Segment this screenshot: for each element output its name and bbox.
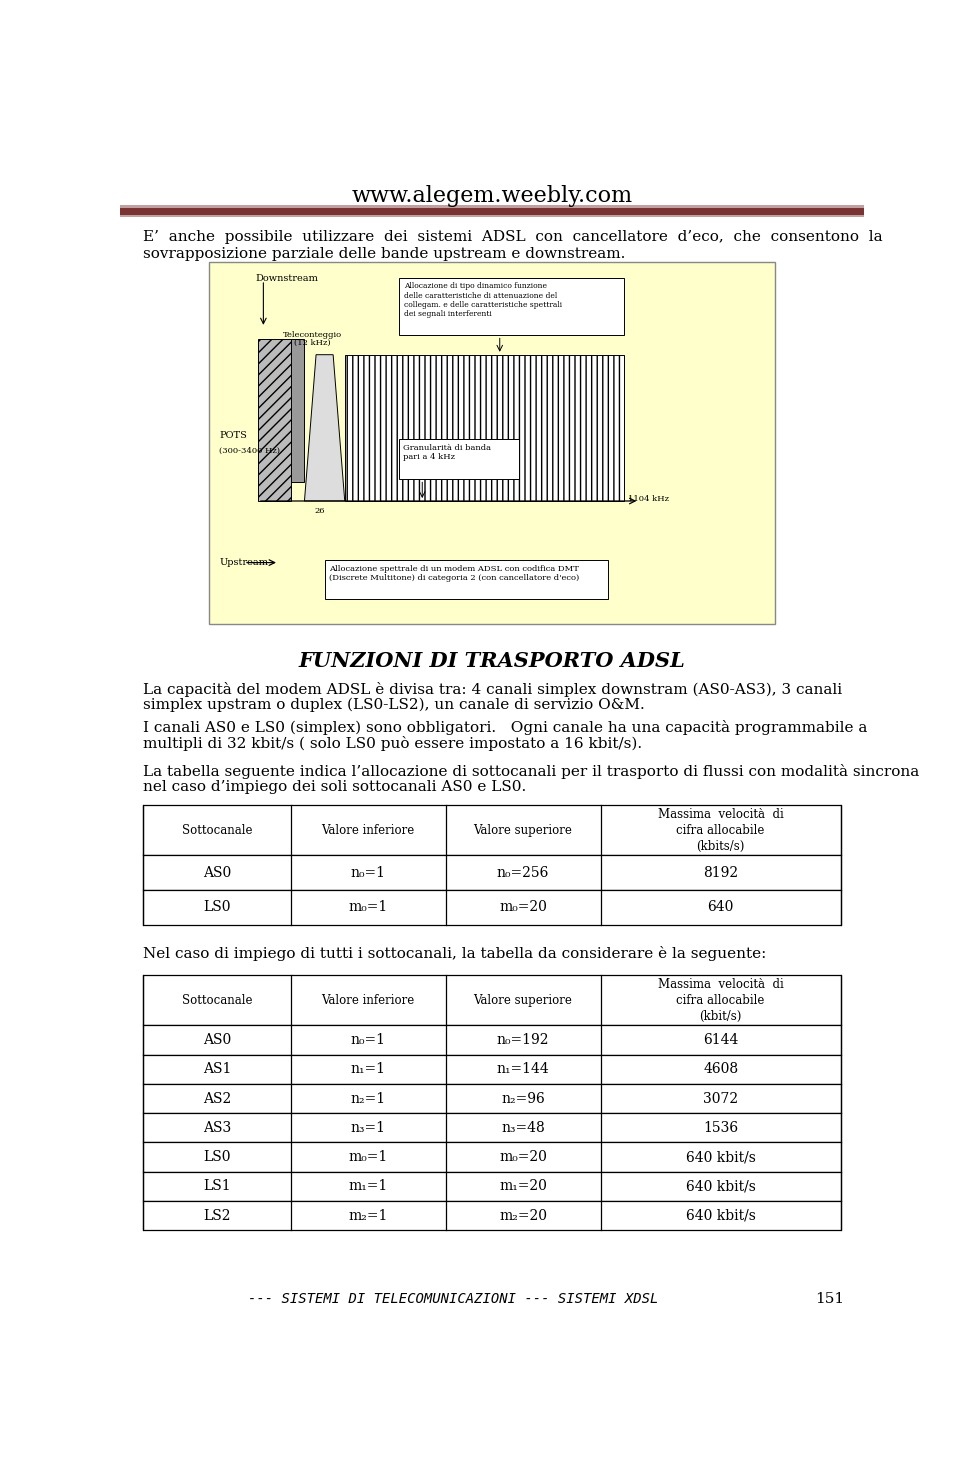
Text: m₁=1: m₁=1 [348,1180,388,1193]
Text: POTS: POTS [219,431,247,440]
Bar [143,1172,841,1200]
Text: m₂=20: m₂=20 [499,1209,547,1222]
Bar [258,339,291,502]
Bar [143,855,841,889]
Text: AS0: AS0 [203,866,231,879]
Text: simplex upstram o duplex (LS0-LS2), un canale di servizio O&M.: simplex upstram o duplex (LS0-LS2), un c… [143,697,645,712]
Text: Granularità di banda
pari a 4 kHz: Granularità di banda pari a 4 kHz [403,444,491,462]
Bar [143,1055,841,1083]
Text: (300-3400 Hz): (300-3400 Hz) [219,447,280,454]
Bar [143,1026,841,1055]
Polygon shape [345,355,624,502]
Text: Teleconteggio: Teleconteggio [282,332,342,339]
Bar [209,262,775,625]
Text: La capacità del modem ADSL è divisa tra: 4 canali simplex downstram (AS0-AS3), 3: La capacità del modem ADSL è divisa tra:… [143,682,842,697]
Bar [143,1083,841,1113]
Text: n₂=1: n₂=1 [350,1092,386,1106]
Text: 640 kbit/s: 640 kbit/s [685,1209,756,1222]
Text: AS1: AS1 [203,1063,231,1076]
Text: Massima  velocità  di
cifra allocabile
(kbits/s): Massima velocità di cifra allocabile (kb… [658,808,783,852]
Text: LS1: LS1 [204,1180,230,1193]
Text: (12 kHz): (12 kHz) [294,339,330,348]
Text: m₀=1: m₀=1 [348,900,388,915]
Bar [120,206,864,209]
Text: multipli di 32 kbit/s ( solo LS0 può essere impostato a 16 kbit/s).: multipli di 32 kbit/s ( solo LS0 può ess… [143,736,642,750]
Text: m₀=20: m₀=20 [499,900,547,915]
Text: E’  anche  possibile  utilizzare  dei  sistemi  ADSL  con  cancellatore  d’eco, : E’ anche possibile utilizzare dei sistem… [143,229,883,244]
Text: nel caso d’impiego dei soli sottocanali AS0 e LS0.: nel caso d’impiego dei soli sottocanali … [143,780,526,793]
Text: Valore superiore: Valore superiore [473,995,572,1006]
Bar [120,215,864,218]
Text: 640 kbit/s: 640 kbit/s [685,1180,756,1193]
Bar [143,975,841,1026]
Text: LS2: LS2 [204,1209,230,1222]
Bar [399,440,519,480]
Text: 640: 640 [708,900,733,915]
Text: 6144: 6144 [703,1033,738,1046]
Text: 1536: 1536 [703,1120,738,1135]
Text: n₃=1: n₃=1 [350,1120,386,1135]
Text: n₃=48: n₃=48 [501,1120,545,1135]
Text: AS3: AS3 [203,1120,231,1135]
Text: Downstream: Downstream [255,274,319,283]
Text: m₀=1: m₀=1 [348,1150,388,1165]
Text: m₂=1: m₂=1 [348,1209,388,1222]
Text: LS0: LS0 [204,900,230,915]
Text: n₁=144: n₁=144 [496,1063,549,1076]
Bar [291,339,304,482]
Text: La tabella seguente indica l’allocazione di sottocanali per il trasporto di flus: La tabella seguente indica l’allocazione… [143,764,920,780]
Bar [143,1200,841,1230]
Text: Valore inferiore: Valore inferiore [322,995,415,1006]
Bar [143,1143,841,1172]
Text: www.alegem.weebly.com: www.alegem.weebly.com [351,185,633,207]
Text: Valore superiore: Valore superiore [473,824,572,836]
Text: n₀=256: n₀=256 [497,866,549,879]
Bar [143,889,841,925]
Text: Valore inferiore: Valore inferiore [322,824,415,836]
Text: Allocazione di tipo dinamico funzione
delle caratteristiche di attenuazione del
: Allocazione di tipo dinamico funzione de… [403,283,562,318]
Text: n₂=96: n₂=96 [501,1092,545,1106]
Text: AS2: AS2 [203,1092,231,1106]
Text: m₁=20: m₁=20 [499,1180,547,1193]
Text: n₀=192: n₀=192 [496,1033,549,1046]
Text: 640 kbit/s: 640 kbit/s [685,1150,756,1165]
Text: Sottocanale: Sottocanale [181,824,252,836]
Text: 151: 151 [815,1292,845,1305]
Text: FUNZIONI DI TRASPORTO ADSL: FUNZIONI DI TRASPORTO ADSL [299,651,685,670]
Text: Upstream: Upstream [219,558,268,567]
Text: Sottocanale: Sottocanale [181,995,252,1006]
Text: I canali AS0 e LS0 (simplex) sono obbligatori.   Ogni canale ha una capacità pro: I canali AS0 e LS0 (simplex) sono obblig… [143,721,868,736]
Text: Nel caso di impiego di tutti i sottocanali, la tabella da considerare è la segue: Nel caso di impiego di tutti i sottocana… [143,946,767,961]
Text: n₀=1: n₀=1 [350,1033,386,1046]
Text: 1104 kHz: 1104 kHz [628,496,668,503]
Text: sovrapposizione parziale delle bande upstream e downstream.: sovrapposizione parziale delle bande ups… [143,247,626,260]
Text: 3072: 3072 [703,1092,738,1106]
Text: --- SISTEMI DI TELECOMUNICAZIONI --- SISTEMI XDSL: --- SISTEMI DI TELECOMUNICAZIONI --- SIS… [248,1292,659,1305]
Text: AS0: AS0 [203,1033,231,1046]
Text: 8192: 8192 [703,866,738,879]
Text: m₀=20: m₀=20 [499,1150,547,1165]
Text: n₁=1: n₁=1 [350,1063,386,1076]
Text: n₀=1: n₀=1 [350,866,386,879]
Bar [325,561,609,599]
Text: 26: 26 [315,508,325,515]
Bar [120,209,864,215]
Bar [399,278,624,336]
Text: 4608: 4608 [703,1063,738,1076]
Text: Massima  velocità  di
cifra allocabile
(kbit/s): Massima velocità di cifra allocabile (kb… [658,978,783,1023]
Text: LS0: LS0 [204,1150,230,1165]
Polygon shape [304,355,345,502]
Bar [143,805,841,855]
Bar [143,1113,841,1143]
Text: Allocazione spettrale di un modem ADSL con codifica DMT
(Discrete Multitone) di : Allocazione spettrale di un modem ADSL c… [329,565,580,582]
